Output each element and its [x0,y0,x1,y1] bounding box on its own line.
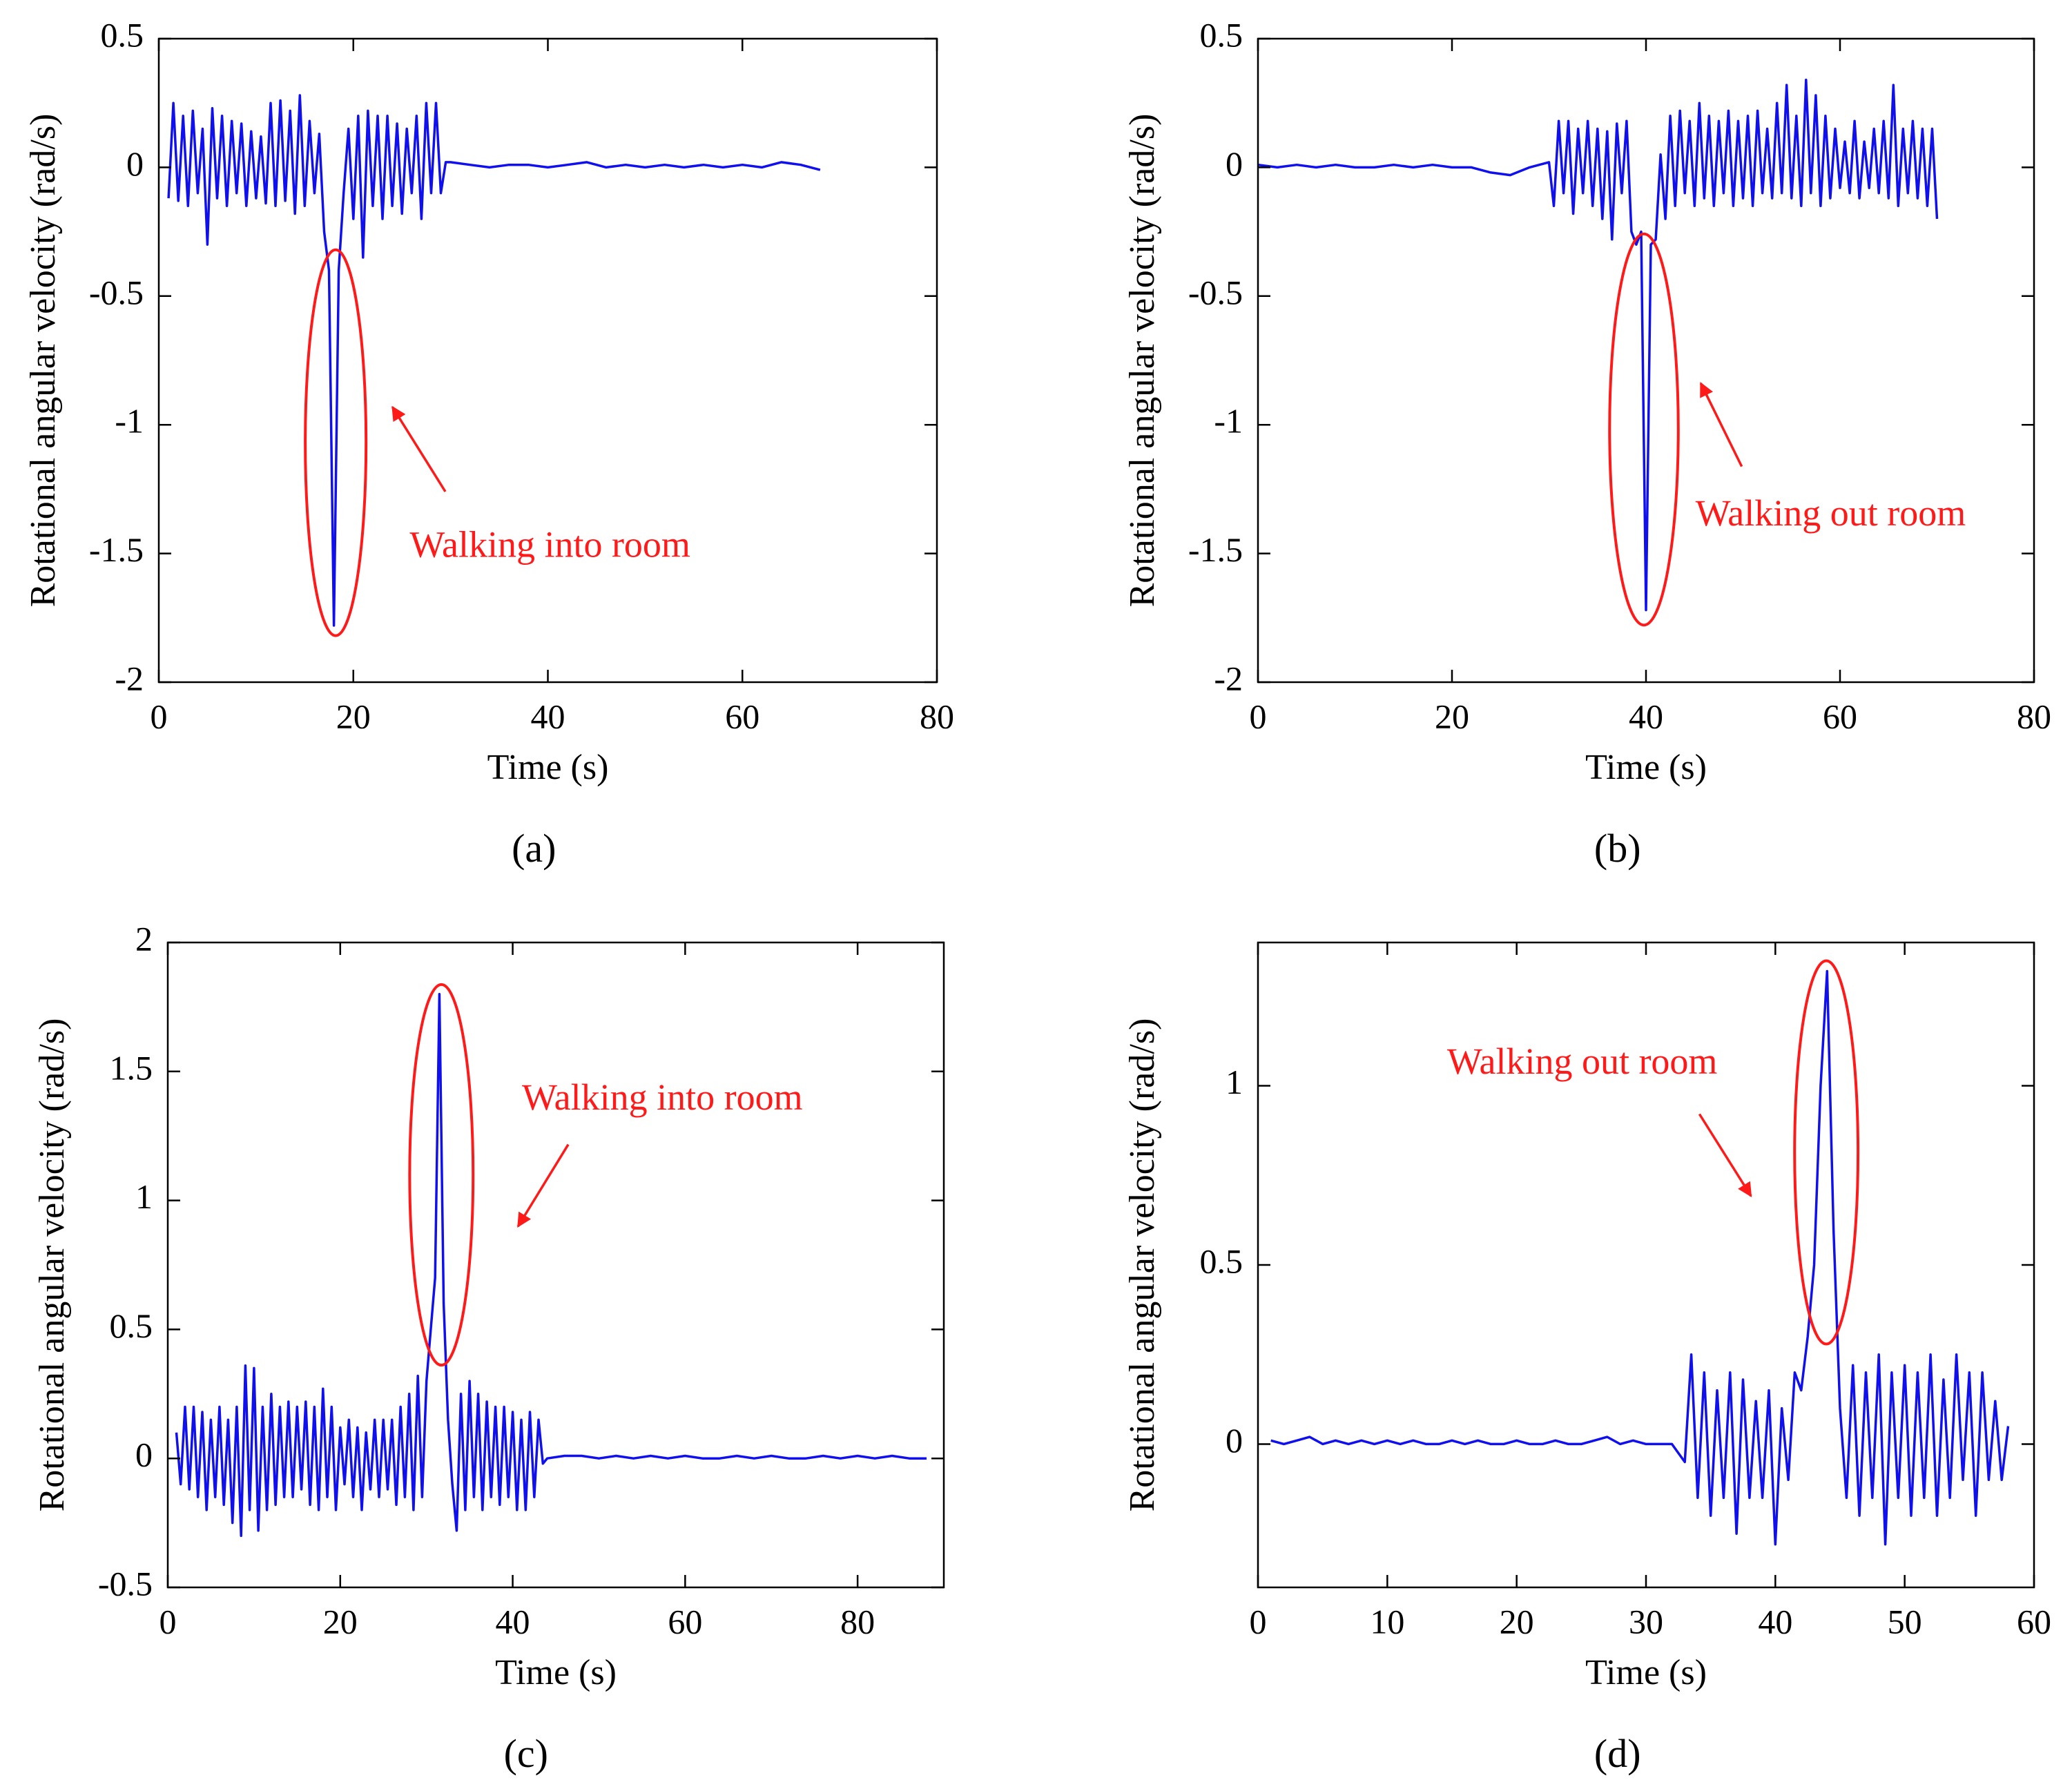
highlight-ellipse [1608,232,1680,627]
highlight-ellipse [408,983,475,1367]
x-tick-label: 60 [725,697,759,735]
y-tick-label: 0 [1226,144,1243,183]
y-axis-label: Rotational angular velocity (rad/s) [1123,1018,1162,1512]
y-axis-label: Rotational angular velocity (rad/s) [32,1018,72,1512]
y-tick-label: 0.5 [110,1306,153,1345]
x-tick-label: 0 [1250,1602,1267,1641]
y-tick-label: 1.5 [110,1048,153,1087]
x-axis-label: Time (s) [495,1653,617,1692]
annotation-arrow [516,1143,570,1228]
y-tick-label: 1 [135,1177,153,1216]
x-tick-label: 40 [1758,1602,1792,1641]
y-tick-label: 0 [135,1435,153,1474]
x-axis-label: Time (s) [1585,748,1707,787]
x-tick-label: 40 [496,1602,530,1641]
x-tick-label: 60 [1823,697,1857,735]
x-tick-label: 60 [2017,1602,2051,1641]
x-axis-label: Time (s) [1585,1653,1707,1692]
x-tick-label: 40 [531,697,565,735]
x-tick-label: 0 [151,697,168,735]
plot-frame [166,941,945,1589]
y-tick-label: -0.5 [89,273,144,311]
x-tick-label: 40 [1629,697,1663,735]
highlight-ellipse [304,248,368,637]
x-tick-label: 0 [159,1602,177,1641]
y-tick-label: -2 [1214,659,1243,697]
x-tick-label: 20 [1435,697,1469,735]
panel-label: (b) [1594,826,1641,871]
x-tick-label: 30 [1629,1602,1663,1641]
y-tick-label: -1.5 [89,530,144,569]
y-tick-label: 0.5 [1200,15,1243,54]
y-tick-label: 2 [135,919,153,958]
x-tick-label: 20 [1500,1602,1534,1641]
y-tick-label: 0.5 [1200,1241,1243,1280]
y-axis-label: Rotational angular velocity (rad/s) [23,114,63,608]
x-tick-label: 10 [1370,1602,1404,1641]
panel-label: (c) [504,1731,548,1776]
signal-line [175,992,927,1538]
annotation: Walking into room [409,524,690,565]
x-tick-label: 20 [336,697,371,735]
y-tick-label: 0 [1226,1421,1243,1460]
y-tick-label: -1 [115,402,144,441]
y-tick-label: 0 [126,144,144,183]
annotation-arrow [391,405,447,492]
x-tick-label: 80 [2017,697,2051,735]
x-tick-label: 80 [840,1602,875,1641]
annotation-arrow [1699,382,1743,467]
x-tick-label: 20 [323,1602,358,1641]
y-tick-label: -1.5 [1188,530,1243,569]
x-tick-label: 0 [1250,697,1267,735]
x-tick-label: 50 [1888,1602,1922,1641]
y-tick-label: -0.5 [1188,273,1243,311]
panel-label: (d) [1594,1731,1641,1776]
panel-label: (a) [512,826,556,871]
signal-line [1257,78,1939,612]
signal-line [1270,969,2010,1546]
highlight-ellipse [1793,959,1860,1346]
y-tick-label: -0.5 [98,1564,153,1603]
y-tick-label: 1 [1226,1063,1243,1101]
y-tick-label: -2 [115,659,144,697]
annotation: Walking out room [1696,492,1966,534]
signal-line [167,94,821,627]
annotation-arrow [1698,1113,1752,1197]
x-axis-label: Time (s) [487,748,609,787]
y-tick-label: 0.5 [101,15,144,54]
annotation: Walking out room [1447,1041,1718,1082]
y-axis-label: Rotational angular velocity (rad/s) [1123,114,1162,608]
x-tick-label: 80 [920,697,954,735]
y-tick-label: -1 [1214,402,1243,441]
x-tick-label: 60 [668,1602,702,1641]
plot-frame [1257,941,2035,1589]
plot-frame [157,37,938,684]
annotation: Walking into room [522,1076,803,1118]
